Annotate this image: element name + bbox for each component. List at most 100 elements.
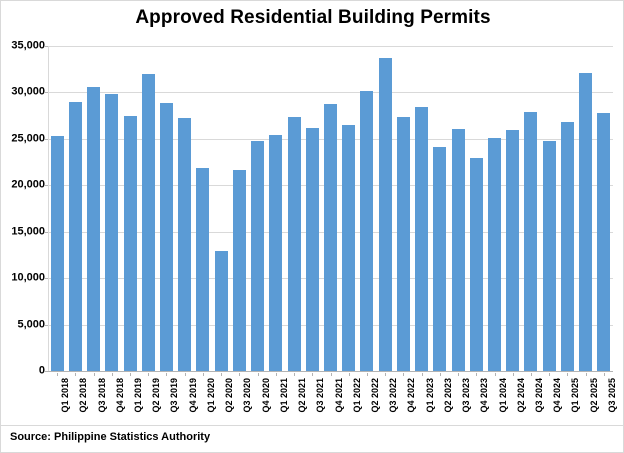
x-axis-tick-label: Q4 2020	[260, 378, 271, 413]
x-axis-tick-label: Q2 2022	[369, 378, 380, 413]
x-axis-tick-label: Q2 2019	[151, 378, 162, 413]
x-axis-tick-label: Q1 2025	[570, 378, 581, 413]
bar[interactable]	[214, 251, 228, 371]
bar[interactable]	[50, 136, 64, 371]
bar[interactable]	[560, 122, 574, 371]
x-axis-tick	[275, 373, 277, 376]
y-axis-line	[48, 46, 49, 372]
bar[interactable]	[524, 111, 538, 371]
bar[interactable]	[415, 107, 429, 371]
x-axis-tick-label: Q3 2018	[96, 378, 107, 413]
bar[interactable]	[579, 72, 593, 371]
x-axis-tick	[385, 373, 387, 376]
y-axis-tick	[44, 278, 48, 280]
source-note: Source: Philippine Statistics Authority	[10, 431, 211, 443]
x-axis-tick-label: Q3 2019	[169, 378, 180, 413]
x-axis-tick-label: Q1 2022	[351, 378, 362, 413]
bar[interactable]	[433, 147, 447, 371]
x-axis-tick	[348, 373, 350, 376]
x-axis-tick	[494, 373, 496, 376]
bar[interactable]	[123, 115, 137, 371]
x-axis-tick-label: Q4 2024	[552, 378, 563, 413]
bar[interactable]	[488, 137, 502, 371]
y-axis-tick-label: 30,000	[11, 85, 45, 98]
bar[interactable]	[251, 140, 265, 371]
x-axis-tick	[530, 373, 532, 376]
x-axis-tick-label: Q1 2018	[60, 378, 71, 413]
x-axis-tick-label: Q1 2019	[133, 378, 144, 413]
x-axis-tick	[312, 373, 314, 376]
plot-area	[48, 46, 613, 372]
bar[interactable]	[269, 135, 283, 371]
y-axis-tick-label: 25,000	[11, 132, 45, 145]
x-axis-tick	[148, 373, 150, 376]
x-axis-line	[48, 371, 613, 372]
x-axis-tick-label: Q4 2022	[406, 378, 417, 413]
bar[interactable]	[597, 112, 611, 371]
x-axis-tick	[184, 373, 186, 376]
y-axis-tick-label: 20,000	[11, 178, 45, 191]
x-axis-tick	[330, 373, 332, 376]
bar[interactable]	[232, 169, 246, 371]
bar[interactable]	[324, 103, 337, 371]
bar[interactable]	[68, 101, 82, 371]
y-axis-tick-label: 0	[38, 364, 45, 377]
x-axis-tick-label: Q3 2021	[315, 378, 326, 413]
x-axis-tick	[512, 373, 514, 376]
bar[interactable]	[469, 158, 483, 371]
x-axis-tick	[294, 373, 296, 376]
x-axis-tick	[166, 373, 168, 376]
y-axis-tick	[44, 138, 48, 140]
bar[interactable]	[542, 140, 556, 371]
x-axis-tick	[75, 373, 77, 376]
gridline	[48, 46, 613, 47]
x-axis-tick-label: Q2 2018	[78, 378, 89, 413]
x-axis-tick	[366, 373, 368, 376]
y-axis-labels: 0 5,000 10,000 15,000 20,000 25,000 30,000 35,0…	[1, 1, 45, 452]
x-axis-tick	[239, 373, 241, 376]
bar[interactable]	[196, 167, 210, 371]
bar[interactable]	[396, 116, 410, 371]
bar[interactable]	[360, 90, 374, 371]
x-axis-labels: Q1 2018 Q2 2018 Q3 2018 Q4 2018 Q1 2019 Q2 20…	[48, 373, 617, 421]
y-axis-tick-label: 15,000	[11, 225, 45, 238]
bar[interactable]	[451, 128, 465, 371]
y-axis-tick	[44, 231, 48, 233]
x-axis-tick-label: Q3 2023	[461, 378, 472, 413]
bar[interactable]	[105, 94, 119, 371]
x-axis-tick-label: Q3 2025	[606, 378, 617, 413]
x-axis-tick	[111, 373, 113, 376]
x-axis-tick-label: Q3 2024	[533, 378, 544, 413]
x-axis-tick-label: Q2 2024	[515, 378, 526, 413]
bar[interactable]	[342, 124, 356, 371]
x-axis-tick-label: Q2 2023	[442, 378, 453, 413]
bar[interactable]	[141, 73, 155, 371]
bar[interactable]	[178, 117, 192, 371]
x-axis-tick-label: Q4 2019	[187, 378, 198, 413]
x-axis-tick-label: Q2 2025	[588, 378, 599, 413]
bar[interactable]	[378, 58, 392, 371]
x-axis-tick-label: Q1 2021	[278, 378, 289, 413]
gridline	[48, 92, 613, 94]
x-axis-tick	[603, 373, 605, 376]
y-axis-tick-label: 10,000	[11, 271, 45, 284]
y-axis-tick	[44, 46, 48, 47]
x-axis-tick	[130, 373, 132, 376]
x-axis-tick	[57, 373, 59, 376]
x-axis-tick-label: Q3 2022	[388, 378, 399, 413]
x-axis-tick	[439, 373, 441, 376]
chart-title: Approved Residential Building Permits	[135, 7, 491, 28]
x-axis-tick	[221, 373, 223, 376]
bar[interactable]	[287, 116, 301, 371]
bar[interactable]	[305, 127, 319, 371]
y-axis-tick-label: 35,000	[11, 39, 45, 52]
x-axis-tick	[567, 373, 569, 376]
bar[interactable]	[87, 86, 101, 371]
bar[interactable]	[506, 129, 520, 371]
x-axis-tick	[585, 373, 587, 376]
bar[interactable]	[159, 102, 173, 371]
x-axis-tick-label: Q4 2021	[333, 378, 344, 413]
x-axis-tick	[93, 373, 95, 376]
x-axis-tick-label: Q4 2018	[114, 378, 125, 413]
